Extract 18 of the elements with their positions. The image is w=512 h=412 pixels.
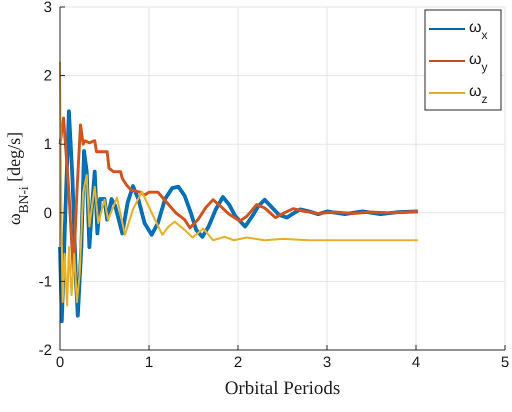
y-tick-label: 0 [44,204,52,222]
x-tick-label: 4 [412,354,420,371]
legend-label: ω$_{y}$ [469,51,488,74]
legend-label: ω$_{z}$ [469,83,488,106]
legend-label: ω$_{x}$ [469,19,488,42]
line-series [58,116,420,275]
y-tick-label: -1 [38,273,52,290]
y-tick-label: 1 [44,136,52,154]
y-tick-label: -2 [38,342,52,359]
x-tick-label: 2 [234,354,242,371]
x-tick-label: 1 [144,354,154,371]
x-tick-label: 0 [56,354,64,371]
line-series [59,60,419,306]
x-axis-title: Orbital Periods [224,378,340,399]
x-tick-label: 5 [500,354,510,371]
y-tick-label: 3 [44,0,52,16]
y-tick-label: 2 [44,68,52,85]
x-tick-label: 3 [322,354,332,371]
